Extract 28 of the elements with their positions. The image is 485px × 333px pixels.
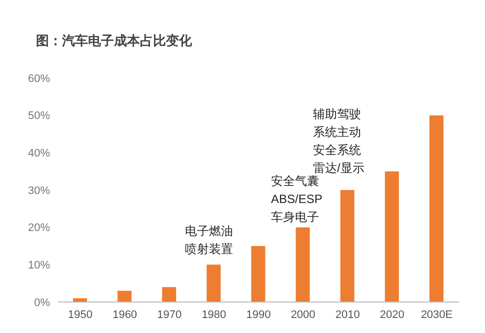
x-tick-label: 1950 xyxy=(68,308,93,321)
bar xyxy=(251,246,266,302)
y-tick-label: 20% xyxy=(28,222,50,234)
x-tick-label: 2010 xyxy=(335,308,360,321)
y-tick-label: 0% xyxy=(34,296,50,309)
y-tick-label: 30% xyxy=(28,184,50,197)
chart-title: 图：汽车电子成本占比变化 xyxy=(35,32,193,50)
annotation: 安全气囊ABS/ESP车身电子 xyxy=(271,174,323,226)
y-tick-label: 50% xyxy=(28,110,50,122)
bar xyxy=(206,264,221,302)
annotation: 电子燃油喷射装置 xyxy=(185,223,234,258)
y-tick-label: 60% xyxy=(28,72,50,85)
bar xyxy=(296,227,310,302)
x-tick-label: 1980 xyxy=(202,308,226,321)
bar xyxy=(384,171,399,302)
x-tick-label: 1990 xyxy=(246,308,271,321)
y-tick-label: 10% xyxy=(28,260,50,272)
x-tick-label: 1970 xyxy=(157,308,182,321)
bar xyxy=(162,287,176,302)
y-tick-label: 40% xyxy=(28,148,50,160)
x-tick-label: 2020 xyxy=(380,308,404,321)
bar xyxy=(118,290,132,302)
x-tick-label: 1960 xyxy=(112,308,138,321)
bar xyxy=(340,190,354,302)
x-tick-label: 2000 xyxy=(290,308,316,321)
x-tick-label: 2030E xyxy=(420,308,453,321)
bar xyxy=(429,115,444,302)
annotation: 辅助驾驶系统主动安全系统雷达/显示 xyxy=(313,106,365,175)
